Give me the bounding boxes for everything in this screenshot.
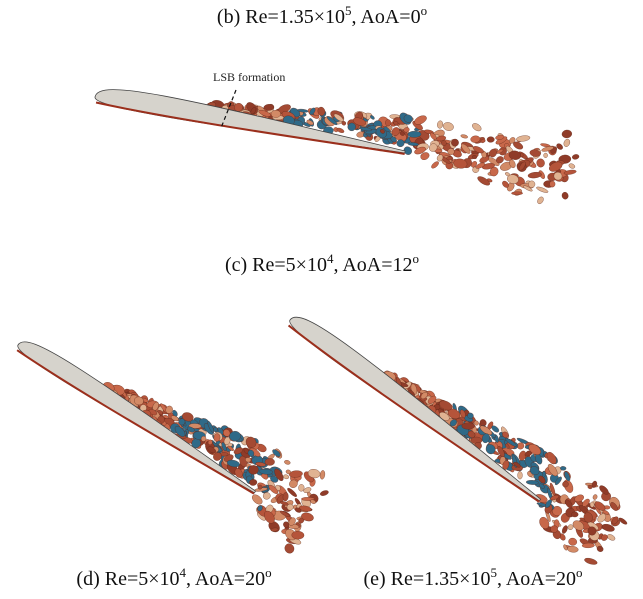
vortex-structure: [561, 525, 569, 535]
vortex-structure: [437, 120, 444, 128]
vortex-structure: [385, 119, 391, 126]
vortex-structure: [536, 158, 546, 168]
caption-text: (e) Re=1.35×10: [363, 568, 490, 590]
vortex-structure: [584, 557, 598, 566]
caption-b: (b) Re=1.35×105, AoA=0o: [217, 6, 427, 29]
caption-e: (e) Re=1.35×105, AoA=20o: [363, 568, 582, 591]
vortex-structure: [265, 458, 275, 465]
vortex-structure: [560, 466, 566, 470]
superscript: o: [265, 565, 272, 580]
figure: LSB formation (b) Re=1.35×105, AoA=0o (c…: [0, 0, 643, 599]
airfoil-group: [90, 47, 584, 211]
vortex-structure: [518, 472, 523, 480]
vortex-structure: [511, 192, 522, 195]
vortex-structure: [271, 110, 281, 118]
vortex-structure: [336, 127, 345, 134]
caption-text: , AoA=20: [186, 568, 265, 590]
vortex-structure: [592, 494, 598, 500]
caption-text: , AoA=12: [333, 254, 412, 276]
caption-text: , AoA=20: [497, 568, 576, 590]
vortex-structure: [487, 137, 495, 143]
caption-text: (c) Re=5×10: [225, 254, 327, 276]
vortex-structure: [561, 191, 569, 200]
superscript: o: [576, 565, 583, 580]
vortex-structure: [567, 545, 579, 553]
airfoil-group: [274, 280, 637, 571]
airfoil-group: [0, 298, 341, 558]
vortex-structure: [590, 502, 595, 508]
vortex-structure: [320, 470, 326, 480]
vortex-structure: [430, 160, 440, 169]
vortex-structure: [563, 544, 568, 551]
vortex-structure: [292, 531, 305, 540]
vortex-structure: [446, 156, 452, 160]
caption-text: , AoA=0: [352, 6, 421, 28]
superscript: o: [413, 251, 420, 266]
vortex-structure: [471, 122, 483, 133]
vortex-structure: [568, 163, 576, 170]
vortex-structure: [284, 460, 291, 466]
vortex-structure: [528, 171, 542, 178]
vortex-structure: [283, 474, 290, 479]
airfoil: [286, 309, 548, 505]
vortex-structure: [516, 135, 531, 143]
vortex-structure: [572, 154, 580, 160]
vortex-structure: [442, 121, 454, 132]
vortex-structure: [462, 423, 475, 430]
caption-c: (c) Re=5×104, AoA=12o: [225, 254, 419, 277]
vortex-structure: [568, 537, 578, 546]
vortex-structure: [408, 131, 422, 138]
vortex-structure: [250, 493, 264, 506]
vortex-structure: [561, 129, 572, 138]
vortex-structure: [460, 134, 468, 139]
vortex-structure: [543, 153, 547, 158]
caption-text: (d) Re=5×10: [76, 568, 179, 590]
flow-visualization: LSB formation: [0, 0, 643, 599]
caption-text: (b) Re=1.35×10: [217, 6, 345, 28]
caption-text: LSB formation: [213, 70, 285, 84]
superscript: o: [421, 3, 428, 18]
vortex-structure: [550, 525, 558, 532]
vortex-structure: [536, 196, 545, 205]
vortex-structure: [298, 484, 304, 491]
caption-d: (d) Re=5×104, AoA=20o: [76, 568, 271, 591]
vortex-structure: [563, 138, 571, 147]
airfoil: [14, 335, 261, 498]
vortex-structure: [582, 543, 595, 548]
vortex-structure: [320, 489, 330, 496]
